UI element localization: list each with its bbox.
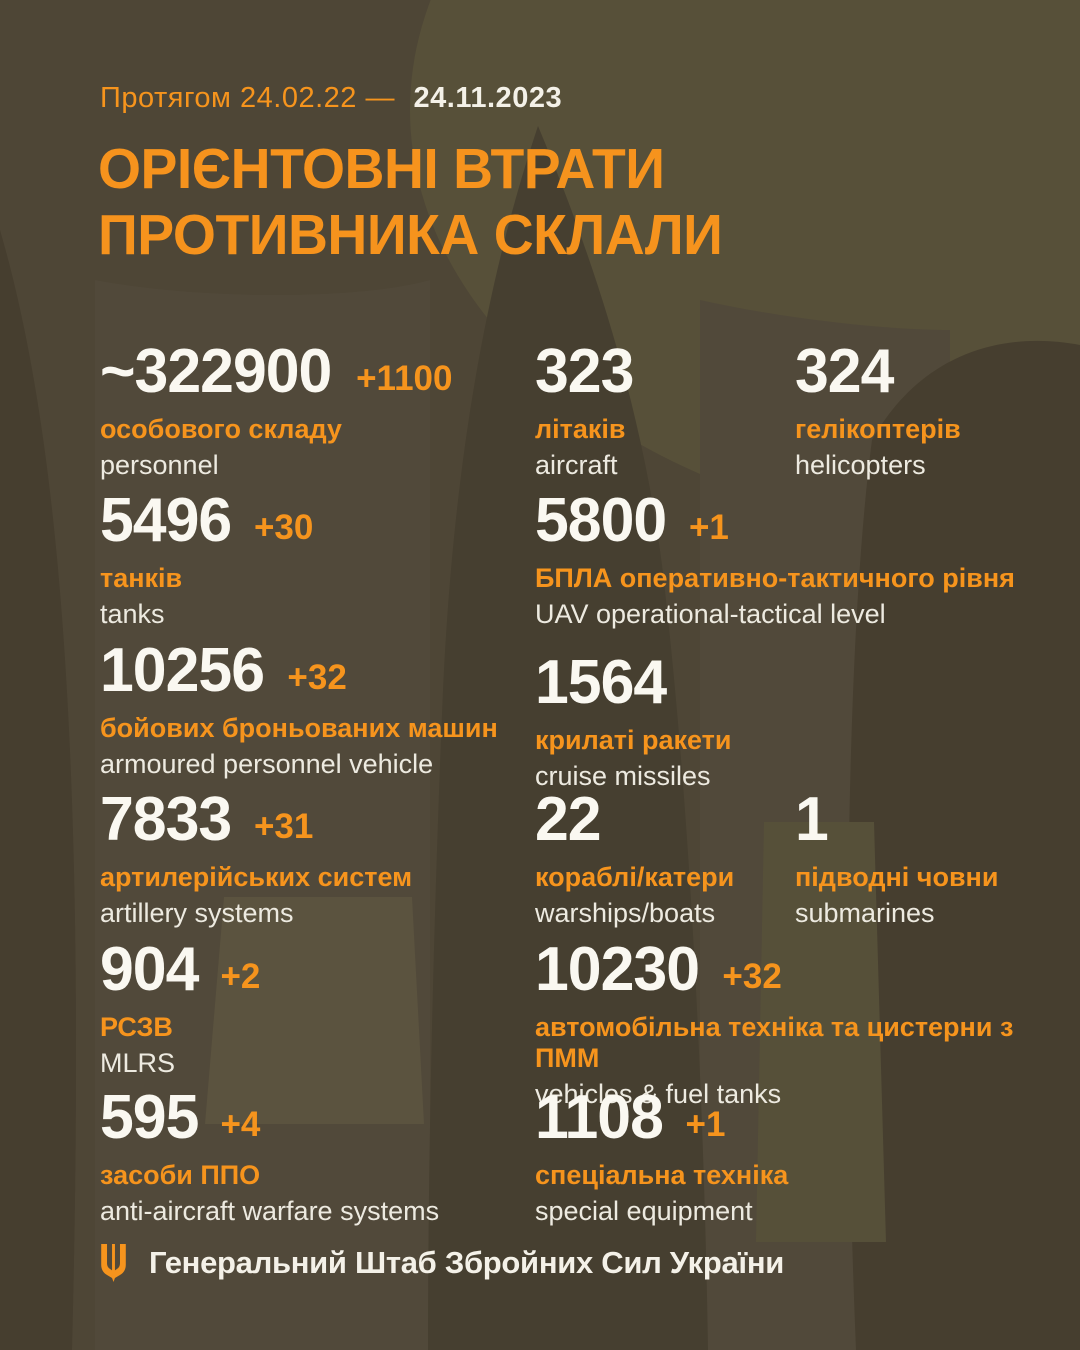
stat-label-en: tanks <box>100 599 165 629</box>
footer: Генеральний Штаб Збройних Сил України <box>100 1244 784 1282</box>
stat-mlrs: 904 +2 РСЗВ MLRS <box>100 935 261 1079</box>
trident-icon <box>101 1244 126 1282</box>
stat-tanks: 5496 +30 танків tanks <box>100 486 314 630</box>
date-current: 24.11.2023 <box>413 82 563 114</box>
stat-label-en: warships/boats <box>535 898 716 928</box>
stat-value: 1 <box>795 785 829 854</box>
stat-label-uk: крилаті ракети <box>535 725 732 755</box>
stat-delta: +2 <box>220 957 261 996</box>
stat-label-uk: гелікоптерів <box>795 414 961 444</box>
stat-value: ~322900 <box>100 337 332 406</box>
stat-personnel: ~322900 +1100 особового складу personnel <box>100 337 453 481</box>
stat-value: 323 <box>535 337 634 406</box>
stat-label-uk: літаків <box>535 414 626 444</box>
stat-label-uk: підводні човни <box>795 862 999 892</box>
stat-delta: +30 <box>253 508 314 547</box>
stat-special-equipment: 1108 +1 спеціальна техніка special equip… <box>535 1083 789 1227</box>
stat-value: 22 <box>535 785 602 854</box>
report-dateline: Протягом 24.02.22 — 24.11.2023 <box>100 82 562 115</box>
stat-label-uk: кораблі/катери <box>535 862 735 892</box>
stat-value: 7833 <box>100 785 232 854</box>
stat-label-uk: засоби ППО <box>100 1160 261 1190</box>
stat-value: 10256 <box>100 636 265 705</box>
stat-value: 5800 <box>535 486 667 555</box>
stat-artillery: 7833 +31 артилерійських систем artillery… <box>100 785 413 929</box>
stat-label-uk: автомобільна техніка та цистерни з ПММ <box>535 1012 1014 1073</box>
page-title: ОРІЄНТОВНІ ВТРАТИ ПРОТИВНИКА СКЛАЛИ <box>98 136 723 268</box>
footer-org-name: Генеральний Штаб Збройних Сил України <box>149 1245 784 1280</box>
stat-label-en: helicopters <box>795 450 926 480</box>
stat-label-en: anti-aircraft warfare systems <box>100 1196 440 1226</box>
stat-delta: +4 <box>220 1105 261 1144</box>
stat-delta: +32 <box>287 658 347 697</box>
stat-label-uk: особового складу <box>100 414 342 444</box>
stat-cruise-missiles: 1564 крилаті ракети cruise missiles <box>535 648 732 792</box>
stat-value: 10230 <box>535 935 700 1004</box>
stat-value: 904 <box>100 935 199 1004</box>
stat-label-en: artillery systems <box>100 898 294 928</box>
stat-label-en: personnel <box>100 450 219 480</box>
stat-armoured-vehicles: 10256 +32 бойових броньованих машин armo… <box>100 636 498 780</box>
stat-value: 5496 <box>100 486 232 555</box>
stat-submarines: 1 підводні човни submarines <box>795 785 999 929</box>
stat-label-uk: РСЗВ <box>100 1012 173 1042</box>
stat-label-en: MLRS <box>100 1048 176 1078</box>
stat-value: 595 <box>100 1083 199 1152</box>
title-line-2: ПРОТИВНИКА СКЛАЛИ <box>98 203 723 267</box>
stat-label-en: armoured personnel vehicle <box>100 749 434 779</box>
stat-label-uk: артилерійських систем <box>100 862 413 892</box>
stat-label-en: cruise missiles <box>535 761 711 791</box>
stat-aircraft: 323 літаків aircraft <box>535 337 655 481</box>
stat-label-en: vehicles & fuel tanks <box>535 1079 782 1109</box>
stat-value: 1108 <box>535 1083 664 1152</box>
stat-label-uk: БПЛА оперативно-тактичного рівня <box>535 563 1015 593</box>
stat-uav: 5800 +1 БПЛА оперативно-тактичного рівня… <box>535 486 1015 630</box>
stat-label-uk: танків <box>100 563 183 593</box>
stat-anti-aircraft: 595 +4 засоби ППО anti-aircraft warfare … <box>100 1083 440 1227</box>
date-range-start: Протягом 24.02.22 — <box>100 82 395 114</box>
stat-delta: +31 <box>253 807 314 846</box>
stat-delta: +1 <box>688 508 729 547</box>
stat-label-en: special equipment <box>535 1196 753 1226</box>
stat-delta: +1 <box>685 1105 726 1144</box>
stat-helicopters: 324 гелікоптерів helicopters <box>795 337 961 481</box>
stat-delta: +1100 <box>356 359 453 398</box>
stat-label-en: aircraft <box>535 450 618 480</box>
stat-vehicles-fuel: 10230 +32 автомобільна техніка та цистер… <box>535 935 1035 1110</box>
stat-label-uk: спеціальна техніка <box>535 1160 789 1190</box>
stat-label-en: UAV operational-tactical level <box>535 599 886 629</box>
stat-label-uk: бойових броньованих машин <box>100 713 498 743</box>
stat-value: 1564 <box>535 648 667 717</box>
stat-value: 324 <box>795 337 894 406</box>
title-line-1: ОРІЄНТОВНІ ВТРАТИ <box>98 137 665 201</box>
stat-label-en: submarines <box>795 898 935 928</box>
stat-delta: +32 <box>722 957 782 996</box>
stat-warships: 22 кораблі/катери warships/boats <box>535 785 735 929</box>
